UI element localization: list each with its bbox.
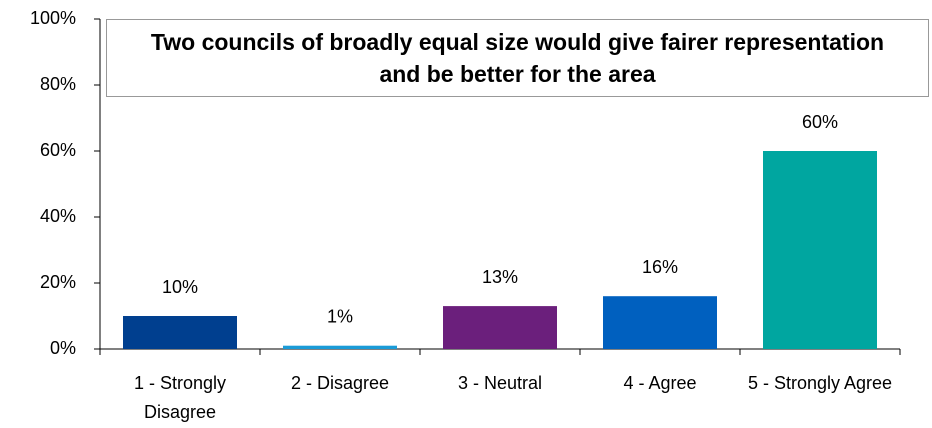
value-label: 16% [642, 257, 678, 277]
chart-title: Two councils of broadly equal size would… [106, 19, 929, 97]
x-tick-label: 1 - Strongly Disagree [133, 373, 227, 422]
bar [123, 316, 237, 349]
y-tick-label: 100% [30, 8, 76, 28]
value-label: 10% [162, 277, 198, 297]
bar [443, 306, 557, 349]
value-label: 13% [482, 267, 518, 287]
x-tick-label: 3 - Neutral [457, 373, 543, 393]
y-tick-label: 40% [40, 206, 76, 226]
y-tick-label: 0% [50, 338, 76, 358]
x-tick-label: 2 - Disagree [290, 373, 390, 393]
bar [763, 151, 877, 349]
y-tick-label: 60% [40, 140, 76, 160]
y-tick-label: 20% [40, 272, 76, 292]
y-tick-label: 80% [40, 74, 76, 94]
bar [603, 296, 717, 349]
value-label: 60% [802, 112, 838, 132]
x-tick-label: 5 - Strongly Agree [747, 373, 893, 393]
x-tick-label: 4 - Agree [623, 373, 697, 393]
bar [283, 345, 397, 349]
value-label: 1% [327, 306, 353, 326]
